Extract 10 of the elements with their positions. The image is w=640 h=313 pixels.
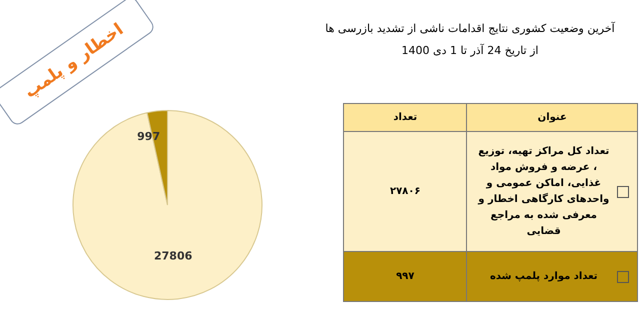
text: ۲۷۸۰۶ — [344, 132, 467, 252]
chart-subtitle: از تاریخ 24 آذر تا 1 دی 1400 — [400, 44, 540, 57]
text: اخطار و پلمپ — [0, 0, 156, 128]
text: ۹۹۷ — [344, 252, 467, 302]
legend-label: تعداد موارد پلمپ شده — [488, 270, 599, 284]
text: عنوان — [466, 104, 638, 132]
chart-title: آخرین وضعیت کشوری نتایج اقدامات ناشی از تشدید بازرسی ها — [324, 22, 616, 35]
text: تعداد — [344, 104, 467, 132]
legend-label: تعداد کل مراکز تهیه، توزیع ، عرضه و فروش مواد غذایی، اماکن عمومی و واحدهای کارگاهی اخطار و معرفی شده به مراجع قضایی — [476, 144, 610, 238]
data-label: 27806 — [154, 250, 193, 263]
